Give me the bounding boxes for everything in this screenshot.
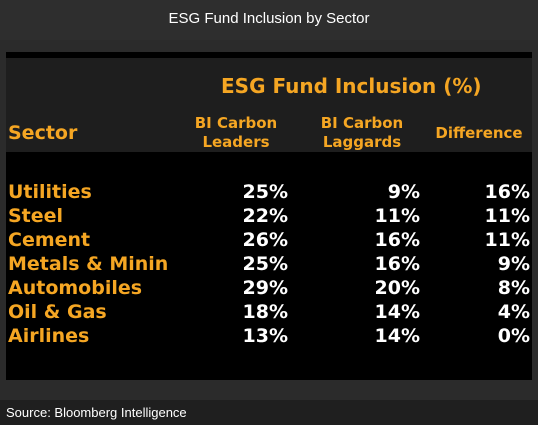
difference-value-cell: 0% bbox=[497, 325, 530, 347]
table-panel: ESG Fund Inclusion (%) Sector BI Carbon … bbox=[6, 52, 532, 380]
difference-value-cell: 4% bbox=[497, 301, 530, 323]
sector-cell: Automobiles bbox=[8, 277, 143, 299]
table-row: Cement 26% 16% 11% bbox=[6, 228, 532, 252]
column-header-laggards-line-2: Laggards bbox=[322, 133, 402, 151]
leaders-value-cell: 25% bbox=[242, 253, 288, 275]
table-row: Oil & Gas 18% 14% 4% bbox=[6, 300, 532, 324]
leaders-value-cell: 22% bbox=[242, 205, 288, 227]
leaders-value-cell: 18% bbox=[242, 301, 288, 323]
table-row: Steel 22% 11% 11% bbox=[6, 204, 532, 228]
leaders-value-cell: 29% bbox=[242, 277, 288, 299]
column-header-leaders-line-1: BI Carbon bbox=[194, 114, 278, 132]
source-note: Source: Bloomberg Intelligence bbox=[0, 400, 538, 425]
table-row: Metals & Minin 25% 16% 9% bbox=[6, 252, 532, 276]
leaders-value-cell: 25% bbox=[242, 181, 288, 203]
leaders-value-cell: 26% bbox=[242, 229, 288, 251]
table-body: Utilities 25% 9% 16% Steel 22% 11% 11% Cement 26%… bbox=[6, 180, 532, 348]
laggards-value-cell: 14% bbox=[374, 325, 420, 347]
table-row: Airlines 13% 14% 0% bbox=[6, 324, 532, 348]
sector-cell: Oil & Gas bbox=[8, 301, 107, 323]
chart-title: ESG Fund Inclusion by Sector bbox=[0, 0, 538, 40]
column-header-leaders-line-2: Leaders bbox=[202, 133, 270, 151]
difference-value-cell: 16% bbox=[484, 181, 530, 203]
laggards-value-cell: 11% bbox=[374, 205, 420, 227]
laggards-value-cell: 20% bbox=[374, 277, 420, 299]
sector-cell: Utilities bbox=[8, 181, 92, 203]
table-row: Utilities 25% 9% 16% bbox=[6, 180, 532, 204]
sector-cell: Airlines bbox=[8, 325, 90, 347]
column-header-laggards-line-1: BI Carbon bbox=[320, 114, 404, 132]
group-header: ESG Fund Inclusion (%) bbox=[221, 74, 482, 98]
table-row: Automobiles 29% 20% 8% bbox=[6, 276, 532, 300]
table-header-band bbox=[6, 58, 532, 152]
difference-value-cell: 8% bbox=[497, 277, 530, 299]
sector-cell: Cement bbox=[8, 229, 91, 251]
sector-cell: Metals & Minin bbox=[8, 253, 169, 275]
column-header-sector: Sector bbox=[8, 122, 78, 144]
laggards-value-cell: 16% bbox=[374, 229, 420, 251]
laggards-value-cell: 9% bbox=[387, 181, 420, 203]
laggards-value-cell: 14% bbox=[374, 301, 420, 323]
leaders-value-cell: 13% bbox=[242, 325, 288, 347]
laggards-value-cell: 16% bbox=[374, 253, 420, 275]
difference-value-cell: 11% bbox=[484, 229, 530, 251]
column-header-difference: Difference bbox=[435, 124, 523, 142]
sector-cell: Steel bbox=[8, 205, 64, 227]
difference-value-cell: 9% bbox=[497, 253, 530, 275]
difference-value-cell: 11% bbox=[484, 205, 530, 227]
column-header-leaders: BI Carbon Leaders bbox=[178, 114, 294, 152]
column-header-laggards: BI Carbon Laggards bbox=[302, 114, 422, 152]
